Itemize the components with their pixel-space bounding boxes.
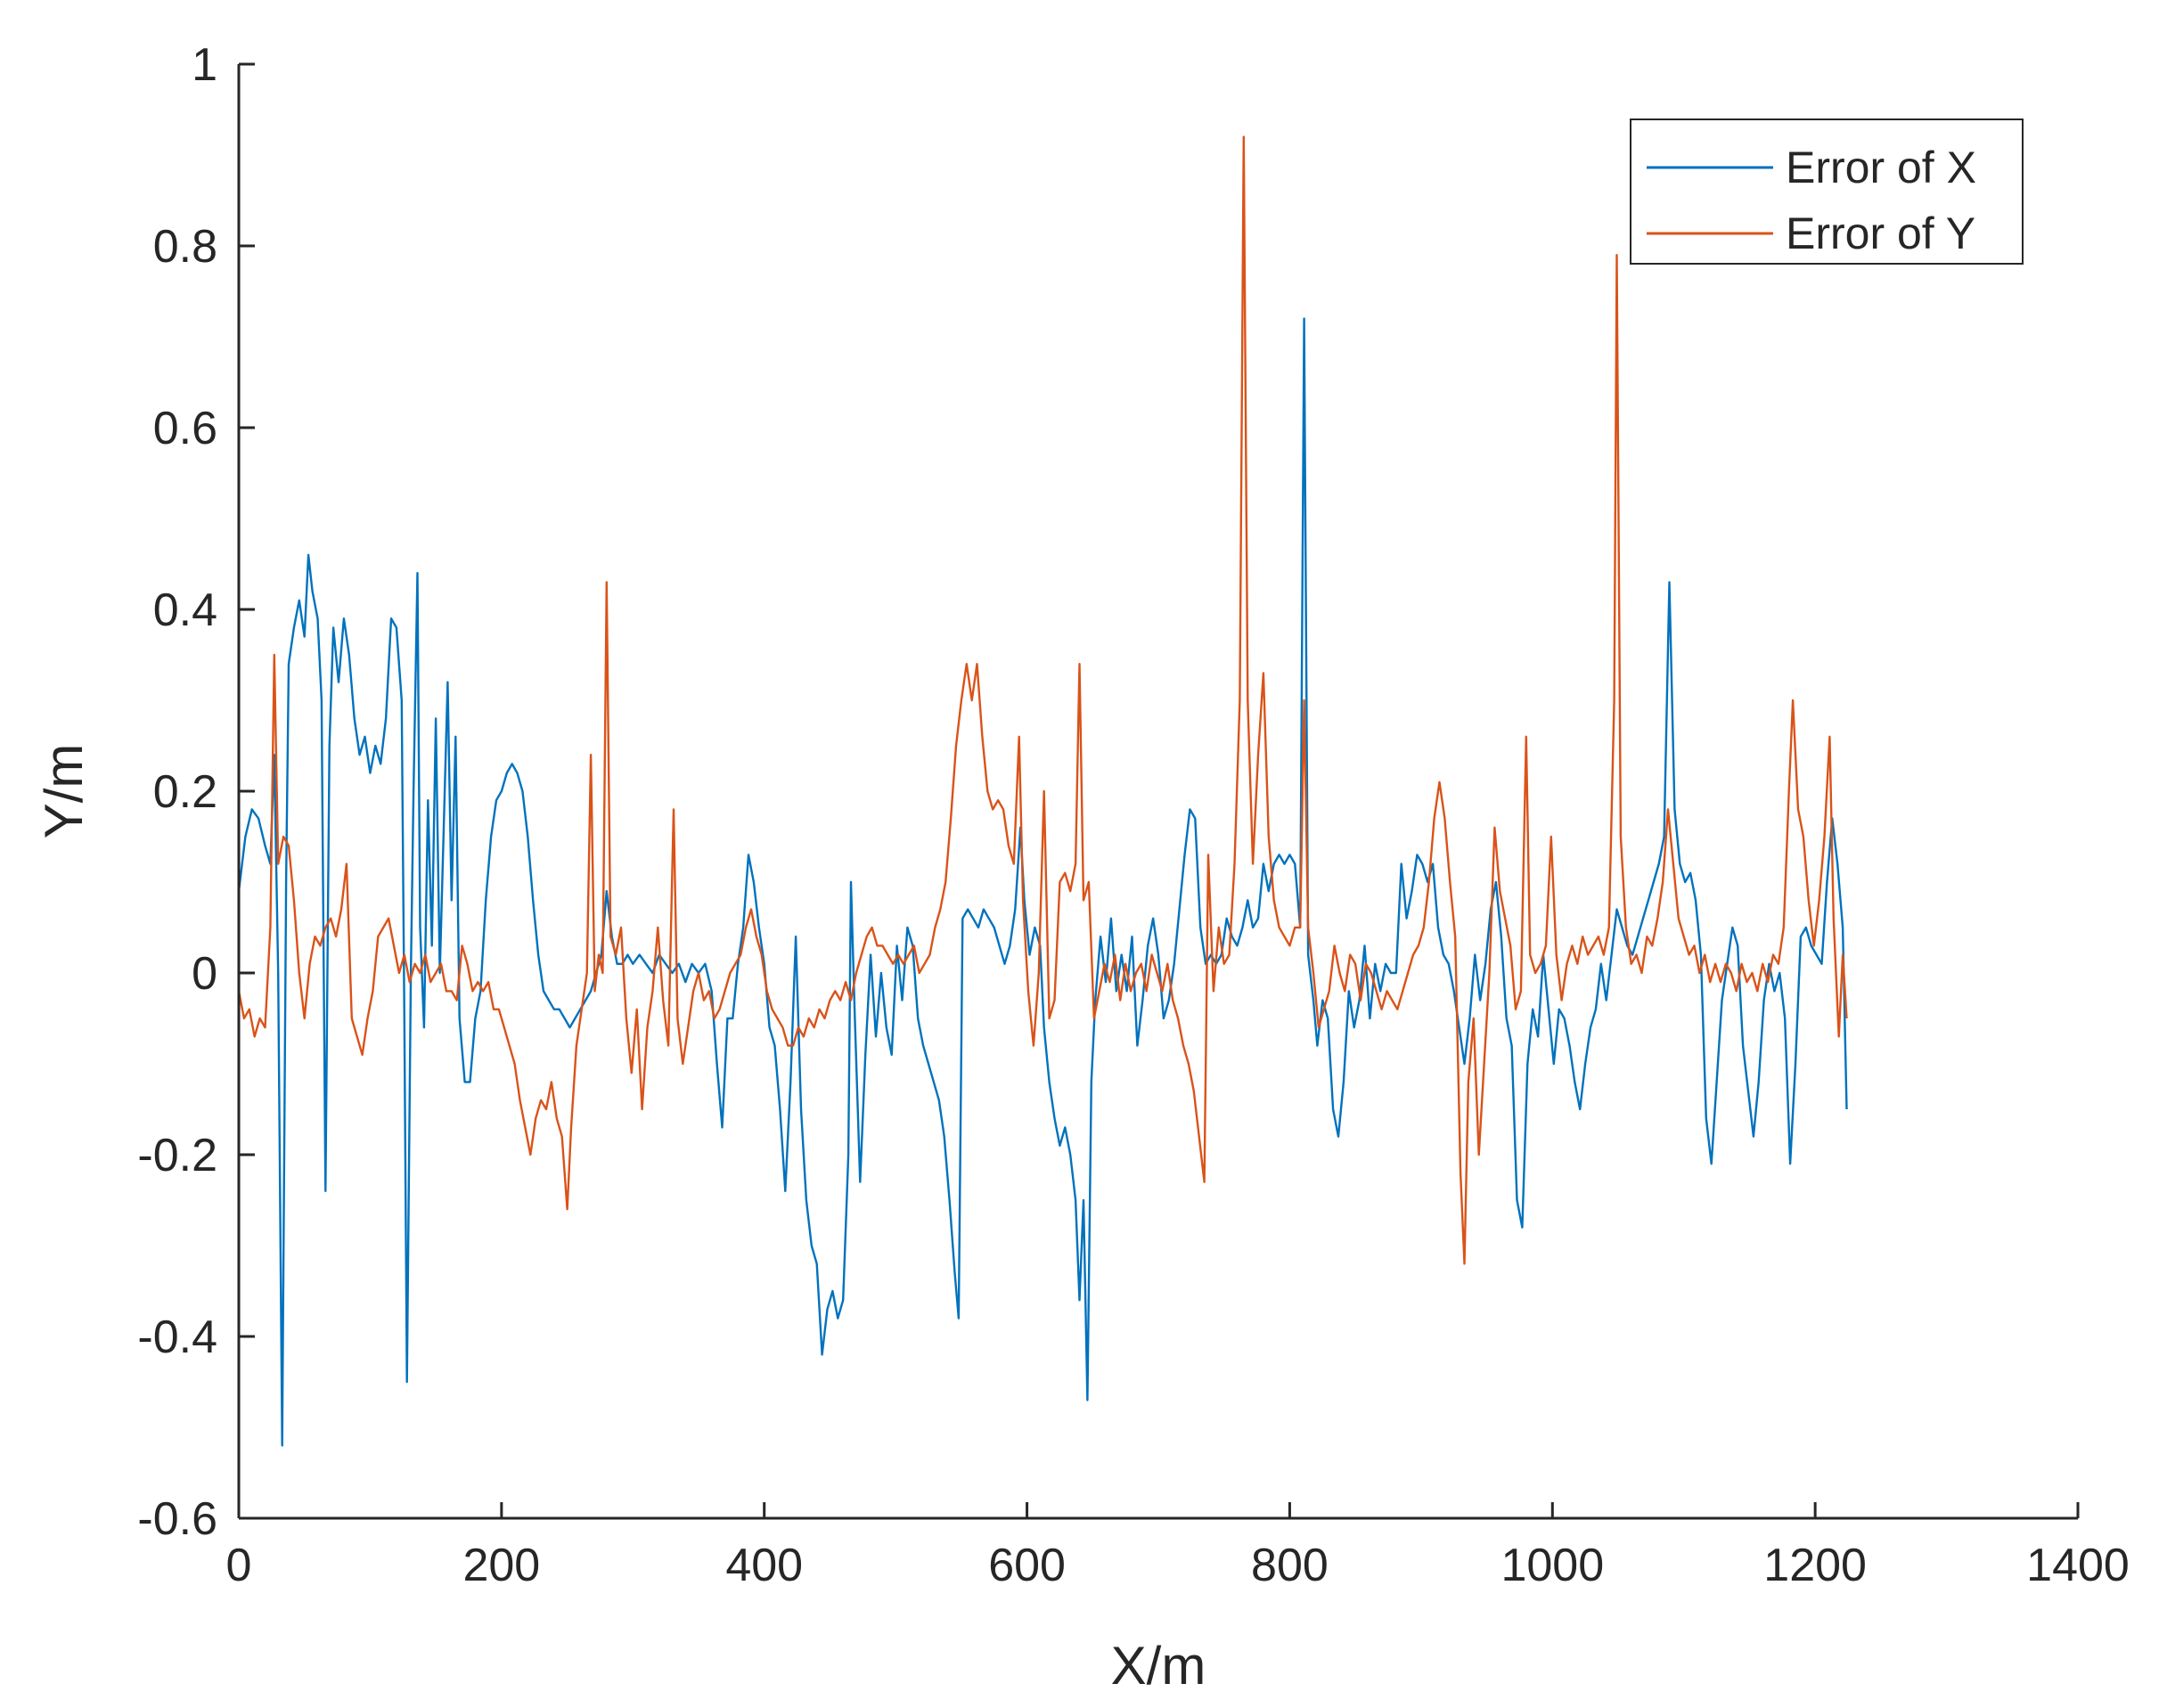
series-line-error-y [237,135,1848,1265]
y-axis-title: Y/m [34,744,94,839]
legend-label-error-y: Error of Y [1786,208,1975,258]
x-tick-label: 600 [988,1540,1066,1591]
x-tick-label: 400 [725,1540,803,1591]
x-tick-label: 200 [462,1540,540,1591]
x-axis-title: X/m [1111,1636,1206,1696]
x-tick-label: 800 [1251,1540,1329,1591]
series-line-error-x [237,317,1848,1447]
x-tick-label: 1000 [1501,1540,1604,1591]
legend: Error of X Error of Y [1630,118,2024,265]
y-tick-label: -0.4 [137,1312,217,1363]
y-tick-label: 0.4 [153,584,217,636]
y-tick-label: 0.6 [153,403,217,454]
x-tick-label: 1400 [2026,1540,2130,1591]
x-tick-label: 1200 [1763,1540,1867,1591]
y-tick-label: 0.8 [153,221,217,273]
series-layer [237,135,1848,1447]
legend-label-error-x: Error of X [1786,143,1976,192]
y-tick-label: 0 [192,948,217,1000]
y-axis-ticks: -0.6 -0.4 -0.2 0 0.2 0.4 0.6 0.8 1 [137,39,255,1545]
y-tick-label: 0.2 [153,766,217,818]
y-tick-label: 1 [192,39,217,91]
legend-box [1630,118,2024,265]
x-tick-label: 0 [226,1540,252,1591]
y-tick-label: -0.6 [137,1493,217,1545]
y-tick-label: -0.2 [137,1130,217,1181]
x-axis-ticks: 0 200 400 600 800 1000 1200 1400 [226,1502,2130,1591]
